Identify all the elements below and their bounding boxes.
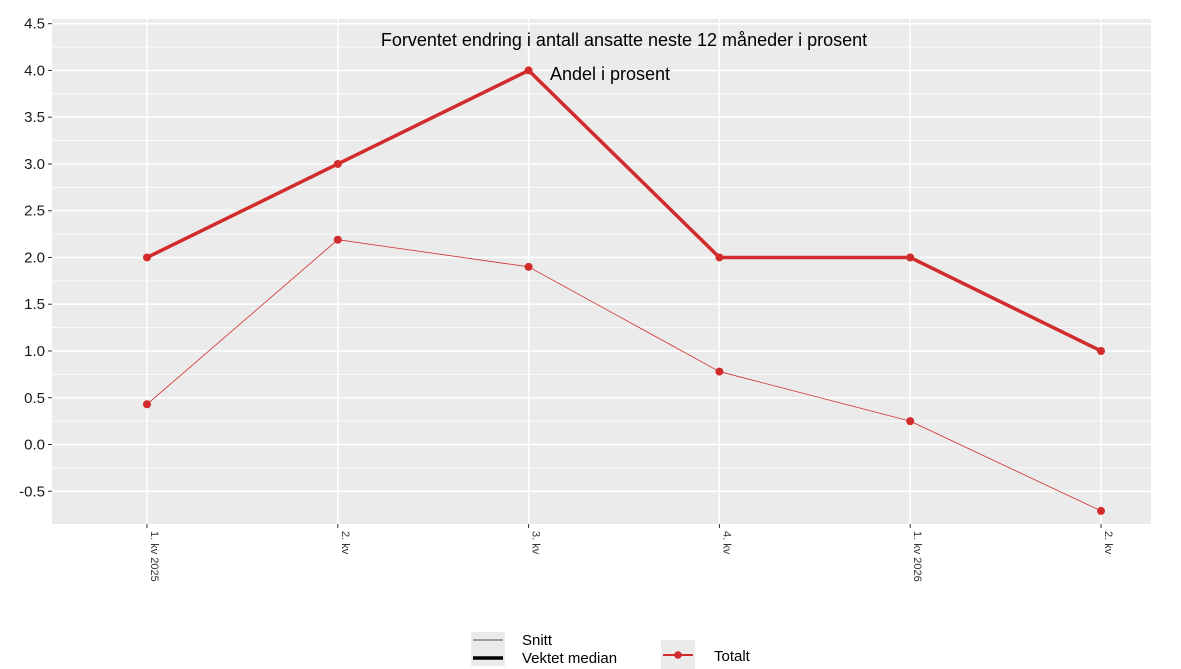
data-point-snitt [715, 367, 724, 376]
chart-title: Forventet endring i antall ansatte neste… [381, 30, 867, 50]
axes: 4.5 4.0 3.5 3.0 2.5 2.0 1.5 1.0 0.5 0.0 -0.5 1. kv … [19, 16, 1114, 582]
y-tick-label: 4.0 [24, 62, 45, 79]
legend: Snitt Vektet median Totalt [471, 632, 751, 669]
data-point-snitt [906, 417, 915, 426]
data-point-vektet-median [524, 66, 533, 75]
y-tick-label: -0.5 [19, 483, 45, 500]
data-point-snitt [143, 400, 151, 409]
legend-key-linetype-bg [471, 632, 505, 666]
y-tick-label: 2.0 [24, 249, 45, 266]
data-point-vektet-median [1097, 346, 1105, 355]
x-tick-label: 1. kv 2025 [148, 531, 160, 582]
x-tick-label: 4. kv [720, 531, 732, 555]
data-point-vektet-median [333, 159, 342, 168]
data-point-snitt [333, 235, 342, 244]
y-tick-label: 0.0 [24, 437, 45, 454]
y-tick-label: 0.5 [24, 390, 45, 407]
y-tick-label: 1.0 [24, 343, 45, 360]
x-tick-label: 2. kv [1102, 531, 1114, 555]
legend-label-totalt: Totalt [714, 648, 751, 665]
series-lines [146, 68, 1102, 512]
legend-label-snitt: Snitt [522, 632, 553, 649]
data-point-snitt [524, 262, 533, 271]
plot-panel [52, 19, 1151, 524]
data-point-vektet-median [906, 253, 915, 262]
series-line-vektet-median [146, 68, 1102, 353]
x-tick-label: 1. kv 2026 [911, 531, 923, 582]
y-tick-label: 3.5 [24, 109, 45, 126]
x-tick-label: 3. kv [530, 531, 542, 555]
y-tick-label: 4.5 [24, 16, 45, 33]
legend-key-totalt-point [674, 651, 682, 659]
data-point-snitt [1097, 506, 1105, 515]
data-points [143, 66, 1105, 515]
data-point-vektet-median [143, 253, 151, 262]
data-point-vektet-median [715, 253, 724, 262]
grid-lines [52, 19, 1151, 524]
series-line-snitt [146, 239, 1102, 512]
x-tick-label: 2. kv [339, 531, 351, 555]
y-tick-label: 3.0 [24, 156, 45, 173]
y-tick-label: 2.5 [24, 203, 45, 220]
y-tick-label: 1.5 [24, 296, 45, 313]
legend-label-vektet-median: Vektet median [522, 650, 617, 667]
chart-subtitle: Andel i prosent [550, 64, 670, 84]
